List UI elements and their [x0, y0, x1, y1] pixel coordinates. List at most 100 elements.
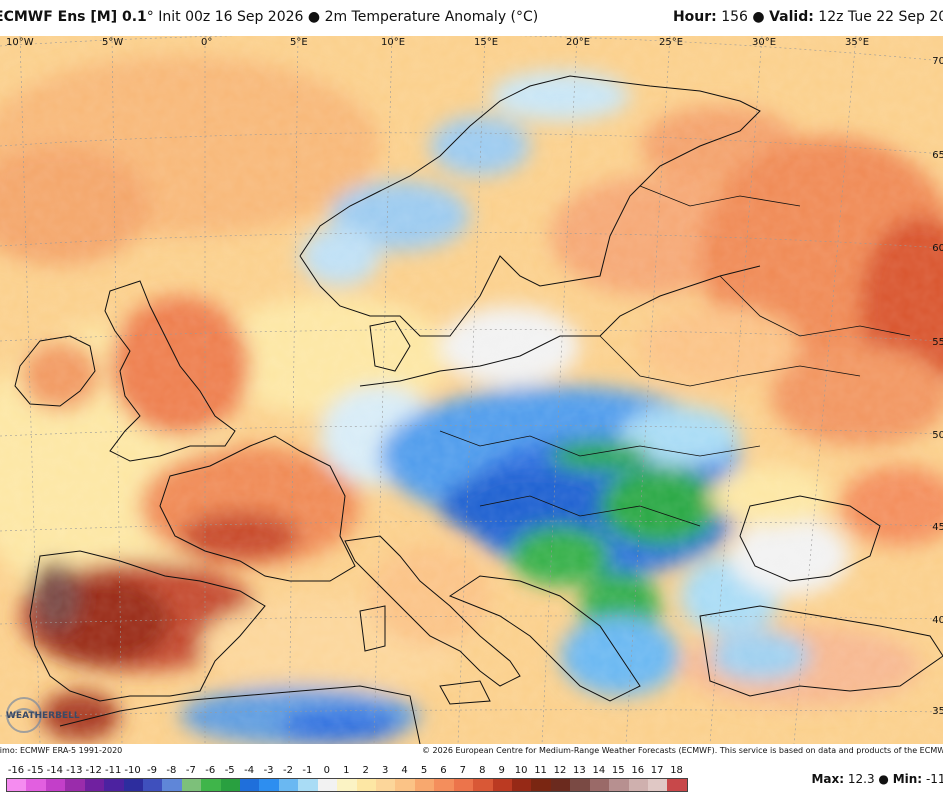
scale-swatch: [201, 779, 221, 791]
lon-label: 25°E: [659, 37, 684, 48]
logo-mark: WEATHERBELL: [6, 697, 80, 733]
scale-swatch: [162, 779, 182, 791]
scale-swatch: [473, 779, 493, 791]
scale-swatch: [647, 779, 668, 791]
scale-label: -12: [85, 765, 102, 776]
lat-label: 50: [932, 430, 943, 441]
scale-label: 12: [553, 765, 567, 776]
scale-label: 18: [670, 765, 683, 776]
valid-label: Valid:: [769, 9, 814, 25]
scale-label: 17: [650, 765, 664, 776]
weatherbell-logo: WEATHERBELL: [2, 695, 82, 735]
scale-swatch: [65, 779, 85, 791]
scale-swatch: [181, 779, 202, 791]
model-name: ECMWF Ens [M] 0.1: [0, 9, 147, 25]
scale-label: -15: [27, 765, 44, 776]
map-header: ECMWF Ens [M] 0.1° Init 00z 16 Sep 2026 …: [0, 0, 943, 37]
scale-swatch: [609, 779, 629, 791]
hour-value: 156: [721, 9, 748, 25]
scale-swatch: [356, 779, 377, 791]
lon-label: 0°: [201, 37, 213, 48]
scale-label: 0: [323, 765, 331, 776]
lon-label: 5°W: [102, 37, 124, 48]
max-value: 12.3: [847, 772, 875, 786]
scale-label: -9: [147, 765, 157, 776]
color-scale-bar: [6, 778, 688, 792]
scale-label: 4: [401, 765, 408, 776]
scale-swatch: [667, 779, 687, 791]
lon-label: 20°E: [566, 37, 591, 48]
scale-label: -16: [7, 765, 25, 776]
min-value: -11.4: [925, 772, 943, 786]
scale-labels: -16 -15 -14 -13 -12 -11 -10 -9 -8 -7 -6 -5 -4 -3 -2 -1 0…: [6, 765, 696, 777]
scale-label: 13: [573, 765, 586, 776]
lat-label: 45: [932, 522, 943, 533]
scale-label: -8: [166, 765, 177, 776]
scale-swatch: [531, 779, 551, 791]
scale-label: 15: [611, 765, 625, 776]
scale-swatch: [298, 779, 318, 791]
scale-swatch: [550, 779, 571, 791]
lat-label: 70: [932, 56, 943, 67]
scale-swatch: [453, 779, 474, 791]
product-name: 2m Temperature Anomaly (°C): [324, 9, 539, 25]
logo-text: WEATHERBELL: [6, 711, 80, 721]
scale-label: -4: [244, 765, 255, 776]
scale-label: 1: [343, 765, 350, 776]
scale-label: -13: [66, 765, 83, 776]
max-label: Max:: [811, 772, 845, 786]
max-min-readout: Max: 12.3 ● Min: -11.4: [811, 772, 943, 786]
scale-swatch: [434, 779, 454, 791]
scale-label: 3: [381, 765, 389, 776]
lat-label: 40: [932, 615, 943, 626]
map-canvas: [0, 36, 943, 744]
lat-label: 60: [932, 243, 943, 254]
title-left: ECMWF Ens [M] 0.1° Init 00z 16 Sep 2026 …: [0, 9, 538, 25]
scale-label: 5: [420, 765, 428, 776]
scale-label: 10: [514, 765, 528, 776]
scale-swatch: [511, 779, 532, 791]
scale-swatch: [45, 779, 66, 791]
scale-label: -7: [185, 765, 196, 776]
scale-label: -10: [124, 765, 141, 776]
init-time: Init 00z 16 Sep 2026: [158, 9, 304, 25]
scale-swatch: [26, 779, 46, 791]
scale-swatch: [492, 779, 512, 791]
graticule: [0, 36, 943, 744]
lon-label: 35°E: [845, 37, 870, 48]
scale-label: -14: [46, 765, 64, 776]
scale-swatch: [395, 779, 415, 791]
title-right: Hour: 156 ● Valid: 12z Tue 22 Sep 2026: [673, 9, 943, 25]
coastlines: [14, 75, 943, 744]
scale-label: -11: [104, 765, 122, 776]
scale-swatch: [376, 779, 396, 791]
scale-label: -1: [302, 765, 313, 776]
lon-label: 10°E: [381, 37, 406, 48]
scale-swatch: [84, 779, 105, 791]
scale-label: 2: [362, 765, 369, 776]
climatology-note: Climo: ECMWF ERA-5 1991-2020: [0, 746, 123, 755]
scale-swatch: [317, 779, 338, 791]
lon-label: 30°E: [752, 37, 777, 48]
lon-label: 10°W: [6, 37, 34, 48]
lon-label: 15°E: [474, 37, 499, 48]
scale-swatch: [7, 779, 27, 791]
scale-swatch: [278, 779, 299, 791]
scale-swatch: [104, 779, 124, 791]
field-texture: [0, 36, 943, 744]
scale-swatch: [259, 779, 279, 791]
scale-label: 9: [498, 765, 505, 776]
lon-label: 5°E: [290, 37, 308, 48]
scale-label: 11: [534, 765, 547, 776]
scale-label: -5: [224, 765, 235, 776]
scale-swatch: [337, 779, 357, 791]
scale-swatch: [414, 779, 435, 791]
lat-label: 65: [932, 150, 943, 161]
copyright-note: © 2026 European Centre for Medium-Range …: [422, 746, 943, 755]
scale-label: 16: [631, 765, 645, 776]
scale-swatch: [628, 779, 648, 791]
scale-label: -6: [205, 765, 216, 776]
anomaly-map: [0, 36, 943, 744]
scale-label: 8: [479, 765, 486, 776]
scale-swatch: [570, 779, 590, 791]
